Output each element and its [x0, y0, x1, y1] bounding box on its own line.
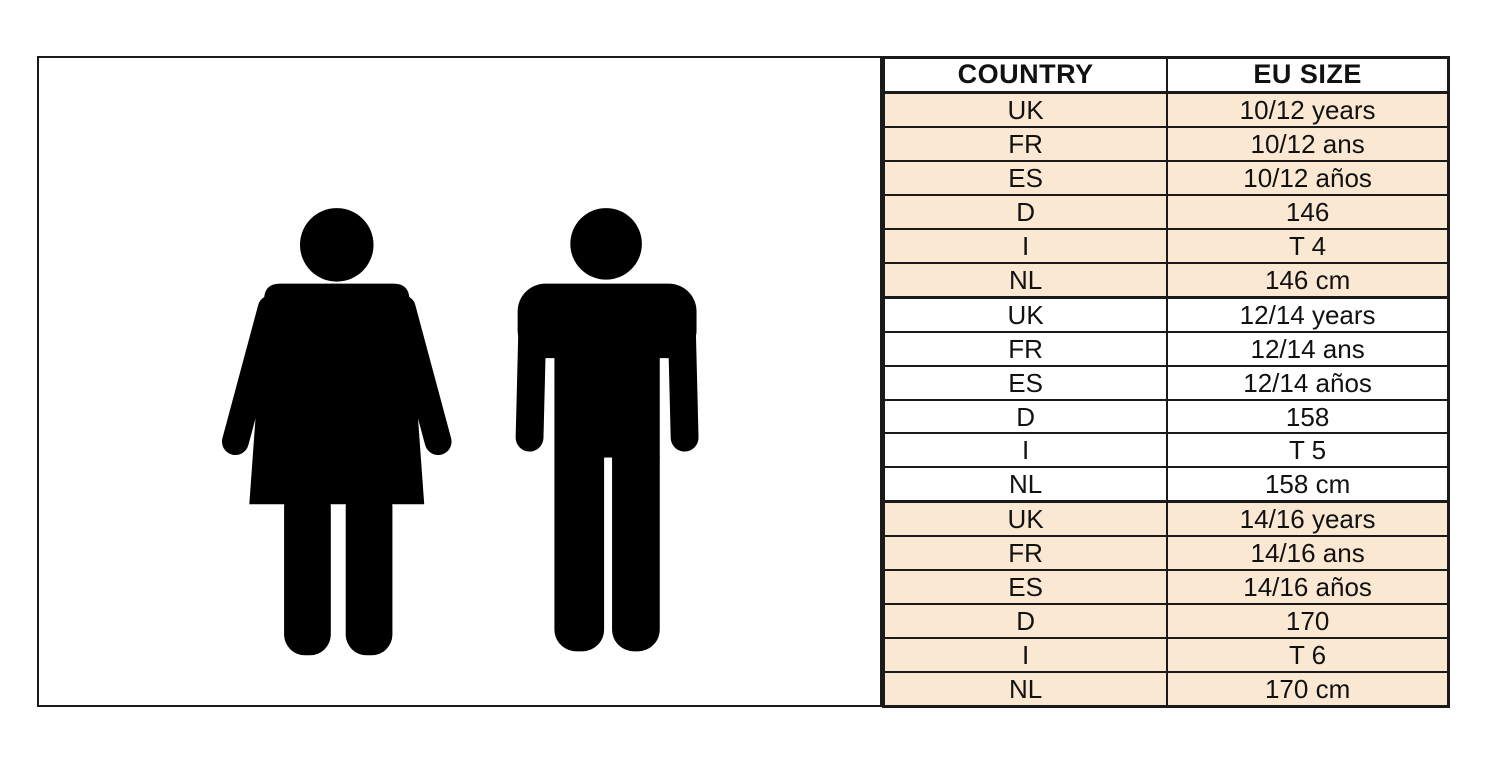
- table-row: FR 10/12 ans: [885, 125, 1447, 160]
- table-row: D 146: [885, 193, 1447, 228]
- country-cell: D: [885, 605, 1169, 638]
- country-cell: FR: [885, 537, 1169, 570]
- size-cell: 12/14 años: [1243, 367, 1372, 398]
- table-row: ES 10/12 años: [885, 159, 1447, 194]
- table-row: ES 14/16 años: [885, 569, 1447, 604]
- country-cell: I: [885, 639, 1169, 672]
- country-cell: I: [885, 229, 1169, 262]
- column-header-country: COUNTRY: [885, 59, 1169, 91]
- country-cell: NL: [885, 263, 1169, 296]
- country-cell: ES: [885, 366, 1169, 399]
- country-cell: ES: [885, 571, 1169, 604]
- table-row: ES 12/14 años: [885, 364, 1447, 399]
- table-row: FR 14/16 ans: [885, 535, 1447, 570]
- man-silhouette-icon: [515, 208, 699, 652]
- country-cell: UK: [885, 298, 1169, 331]
- table-row: NL 146 cm: [885, 261, 1447, 296]
- country-cell: UK: [885, 503, 1169, 536]
- table-row: UK 12/14 years: [885, 295, 1447, 331]
- size-cell: 158 cm: [1264, 469, 1351, 500]
- table-row: NL 158 cm: [885, 466, 1447, 501]
- size-cell: 10/12 years: [1239, 94, 1376, 125]
- country-cell: NL: [885, 673, 1169, 706]
- size-cell: T 4: [1289, 230, 1327, 261]
- table-row: FR 12/14 ans: [885, 330, 1447, 365]
- table-row: I T 4: [885, 227, 1447, 262]
- table-row: UK 10/12 years: [885, 90, 1447, 126]
- table-header-row: COUNTRY EU SIZE: [885, 59, 1447, 91]
- size-cell: 14/16 ans: [1250, 538, 1365, 569]
- table-row: D 158: [885, 398, 1447, 433]
- country-cell: ES: [885, 161, 1169, 194]
- country-cell: I: [885, 434, 1169, 467]
- size-cell: T 5: [1289, 435, 1327, 466]
- country-cell: D: [885, 400, 1169, 433]
- country-cell: UK: [885, 93, 1169, 126]
- size-cell: 14/16 años: [1243, 572, 1372, 603]
- table-row: I T 6: [885, 637, 1447, 672]
- country-cell: D: [885, 195, 1169, 228]
- column-header-eu-size: EU SIZE: [1253, 59, 1362, 90]
- table-row: I T 5: [885, 432, 1447, 467]
- size-cell: 170: [1285, 606, 1330, 637]
- woman-silhouette-icon: [221, 208, 452, 656]
- size-cell: 170 cm: [1264, 674, 1351, 705]
- size-cell: 10/12 ans: [1250, 128, 1365, 159]
- country-cell: FR: [885, 332, 1169, 365]
- gender-icons: [221, 208, 699, 656]
- size-cell: 10/12 años: [1243, 162, 1372, 193]
- size-cell: T 6: [1289, 640, 1327, 671]
- table-row: D 170: [885, 603, 1447, 638]
- size-cell: 158: [1285, 401, 1330, 432]
- table-row: UK 14/16 years: [885, 500, 1447, 536]
- table-row: NL 170 cm: [885, 671, 1447, 706]
- size-cell: 12/14 years: [1239, 299, 1376, 330]
- size-cell: 146: [1285, 196, 1330, 227]
- country-cell: NL: [885, 468, 1169, 501]
- size-cell: 146 cm: [1264, 264, 1351, 295]
- size-cell: 12/14 ans: [1250, 333, 1365, 364]
- size-cell: 14/16 years: [1239, 504, 1376, 535]
- country-cell: FR: [885, 127, 1169, 160]
- size-table: COUNTRY EU SIZE UK 10/12 years FR 10/12 ans…: [882, 56, 1450, 708]
- figure-panel: [37, 56, 882, 707]
